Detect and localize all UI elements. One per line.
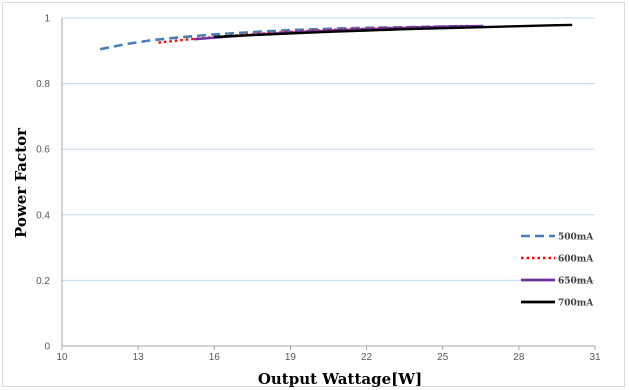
x-tick-label: 19 xyxy=(285,352,297,363)
x-tick-label: 22 xyxy=(361,352,373,363)
legend-label-650mA: 650mA xyxy=(558,277,594,287)
x-tick-label: 31 xyxy=(589,352,601,363)
grid-lines xyxy=(62,17,595,281)
y-tick-label: 0 xyxy=(44,342,50,353)
legend-label-700mA: 700mA xyxy=(558,299,594,309)
y-tick-label: 0.6 xyxy=(36,145,50,156)
legend: 500mA 600mA 650mA 700mA xyxy=(521,233,594,309)
y-tick-label: 0.8 xyxy=(36,79,50,90)
series-line-700mA xyxy=(214,23,573,39)
x-axis-title: Output Wattage[W] xyxy=(258,370,422,388)
series-lines xyxy=(99,23,573,51)
x-tick-label: 25 xyxy=(437,352,449,363)
y-tick-label: 1 xyxy=(44,14,50,25)
y-tick-labels: 0 0.2 0.4 0.6 0.8 1 xyxy=(36,14,50,353)
chart-frame xyxy=(2,2,625,387)
x-tick-label: 13 xyxy=(133,352,145,363)
x-tick-label: 10 xyxy=(56,352,68,363)
x-tick-label: 28 xyxy=(513,352,525,363)
y-tick-label: 0.4 xyxy=(36,210,50,221)
axes xyxy=(61,18,595,347)
x-tick-label: 16 xyxy=(209,352,221,363)
y-tick-label: 0.2 xyxy=(36,276,50,287)
y-axis-title: Power Factor xyxy=(12,127,30,238)
x-tick-labels: 10 13 16 19 22 25 28 31 xyxy=(56,346,601,363)
legend-label-500mA: 500mA xyxy=(558,233,594,243)
legend-label-600mA: 600mA xyxy=(558,255,594,265)
